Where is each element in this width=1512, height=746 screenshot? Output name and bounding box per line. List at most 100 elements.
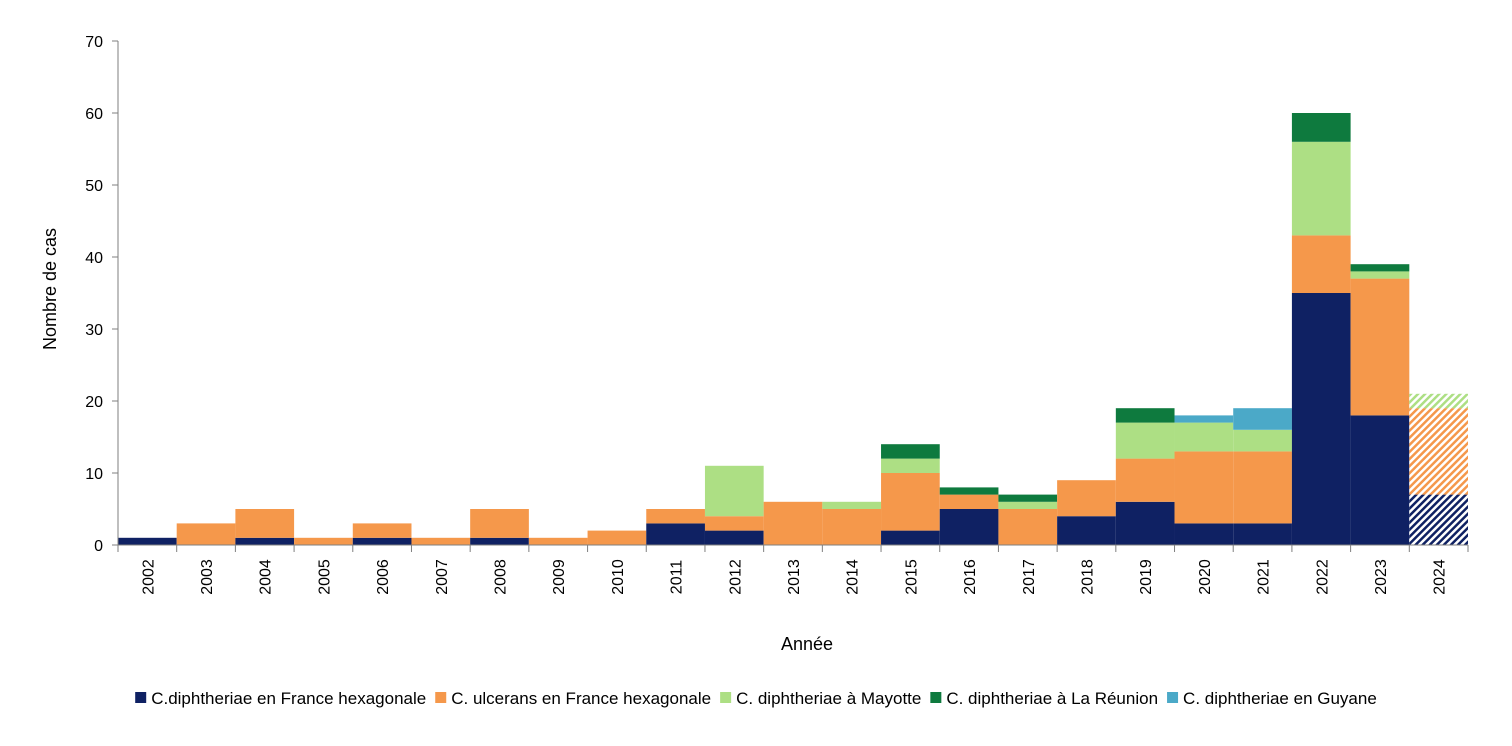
x-tick-label-2003: 2003 [199,559,216,595]
bar-segment-2004-series-1 [235,537,295,545]
y-tick-label: 20 [85,394,103,411]
x-tick-label-2009: 2009 [551,559,568,595]
legend-swatch-5 [1167,692,1179,703]
bar-segment-2015-series-2 [881,473,940,531]
bar-segment-2012-series-1 [704,530,764,545]
bar-segment-2007-series-2 [411,537,471,545]
bar-segment-2019-series-4 [1115,408,1175,423]
bar-segment-2013-series-2 [763,501,823,545]
x-tick-label-2011: 2011 [669,560,686,595]
bar-segment-2011-series-2 [646,509,705,524]
x-tick-label-2008: 2008 [493,559,510,595]
x-axis-title: Année [781,634,833,654]
x-tick-label-2015: 2015 [903,559,920,595]
bar-segment-2014-series-3 [822,501,882,509]
bar-segment-2017-series-2 [998,509,1058,545]
y-tick-label: 10 [85,466,103,483]
legend-swatch-2 [435,692,447,703]
bar-segment-2023-series-4 [1350,264,1410,272]
bar-segment-2019-series-1 [1115,501,1175,545]
bar-segment-2004-series-2 [235,509,295,538]
bar-segment-2022-series-2 [1291,235,1351,293]
bar-segment-2016-series-1 [939,509,999,545]
bar-segment-2020-series-5 [1174,415,1234,423]
bars-layer [118,113,1468,545]
bar-segment-2023-series-2 [1350,278,1410,416]
bar-segment-2016-series-4 [939,487,999,495]
bar-segment-2022-series-1 [1291,293,1351,545]
x-tick-label-2012: 2012 [727,559,744,595]
bar-segment-2021-series-3 [1233,429,1292,452]
legend-swatch-3 [720,692,732,703]
x-tick-label-2006: 2006 [375,559,392,595]
bar-segment-2002-series-1 [118,537,177,545]
bar-segment-2020-series-1 [1174,523,1234,545]
legend-label-3: C. diphtheriae à Mayotte [736,689,921,708]
x-tick-label-2021: 2021 [1256,559,1273,595]
y-tick-label: 60 [85,106,103,123]
bar-segment-2015-series-1 [881,530,940,545]
bar-segment-2020-series-3 [1174,422,1234,452]
y-tick-label: 0 [94,538,103,555]
legend-label-4: C. diphtheriae à La Réunion [946,689,1158,708]
legend-swatch-4 [930,692,942,703]
bar-segment-2008-series-1 [470,537,529,545]
legend-label-5: C. diphtheriae en Guyane [1183,689,1377,708]
bar-segment-2014-series-2 [822,509,882,545]
legend-label-1: C.diphtheriae en France hexagonale [151,689,426,708]
bar-segment-2024-series-3 [1409,393,1468,409]
bar-segment-2019-series-3 [1115,422,1175,459]
bar-segment-2017-series-3 [998,501,1058,509]
bar-segment-2024-series-1 [1409,494,1468,545]
bar-segment-2018-series-2 [1057,480,1116,517]
y-tick-label: 70 [85,34,103,51]
bar-segment-2019-series-2 [1115,458,1175,502]
legend: C.diphtheriae en France hexagonale C. ulc… [135,689,1377,708]
bar-segment-2024-series-2 [1409,408,1468,495]
y-tick-label: 40 [85,250,103,267]
bar-segment-2011-series-1 [646,523,705,545]
x-tick-label-2005: 2005 [316,559,333,595]
x-tick-label-2010: 2010 [610,559,627,595]
bar-segment-2012-series-3 [704,465,764,517]
bar-segment-2015-series-4 [881,444,940,459]
axes-layer: 0 10 20 30 40 50 60 70 2002 2003 2004 2005 2006 2007 2… [85,34,1469,595]
y-axis-title: Nombre de cas [40,228,60,350]
bar-segment-2023-series-1 [1350,415,1410,545]
x-tick-label-2023: 2023 [1373,559,1390,595]
bar-segment-2010-series-2 [587,530,647,545]
x-tick-label-2007: 2007 [434,559,451,595]
bar-segment-2012-series-2 [704,516,764,531]
x-tick-label-2017: 2017 [1021,559,1038,595]
x-tick-label-2020: 2020 [1197,559,1214,595]
bar-segment-2009-series-2 [528,537,588,545]
x-tick-label-2019: 2019 [1138,559,1155,595]
bar-segment-2006-series-2 [352,523,412,538]
x-tick-label-2018: 2018 [1079,559,1096,595]
legend-swatch-1 [135,692,147,703]
x-tick-label-2022: 2022 [1314,559,1331,595]
bar-segment-2015-series-3 [881,458,940,473]
bar-segment-2003-series-2 [176,523,236,545]
y-tick-label: 30 [85,322,103,339]
bar-segment-2023-series-3 [1350,271,1410,279]
bar-segment-2005-series-2 [294,537,353,545]
x-tick-label-2002: 2002 [140,559,157,595]
x-tick-label-2024: 2024 [1432,559,1449,595]
bar-segment-2021-series-1 [1233,523,1292,545]
x-tick-label-2004: 2004 [258,559,275,595]
legend-label-2: C. ulcerans en France hexagonale [451,689,711,708]
bar-segment-2017-series-4 [998,494,1058,502]
x-tick-label-2014: 2014 [845,559,862,595]
y-tick-label: 50 [85,178,103,195]
bar-segment-2018-series-1 [1057,516,1116,545]
bar-segment-2022-series-4 [1291,113,1351,142]
bar-segment-2021-series-2 [1233,451,1292,524]
bar-segment-2006-series-1 [352,537,412,545]
bar-segment-2022-series-3 [1291,141,1351,236]
x-tick-label-2016: 2016 [962,559,979,595]
bar-segment-2016-series-2 [939,494,999,509]
x-tick-label-2013: 2013 [786,559,803,595]
